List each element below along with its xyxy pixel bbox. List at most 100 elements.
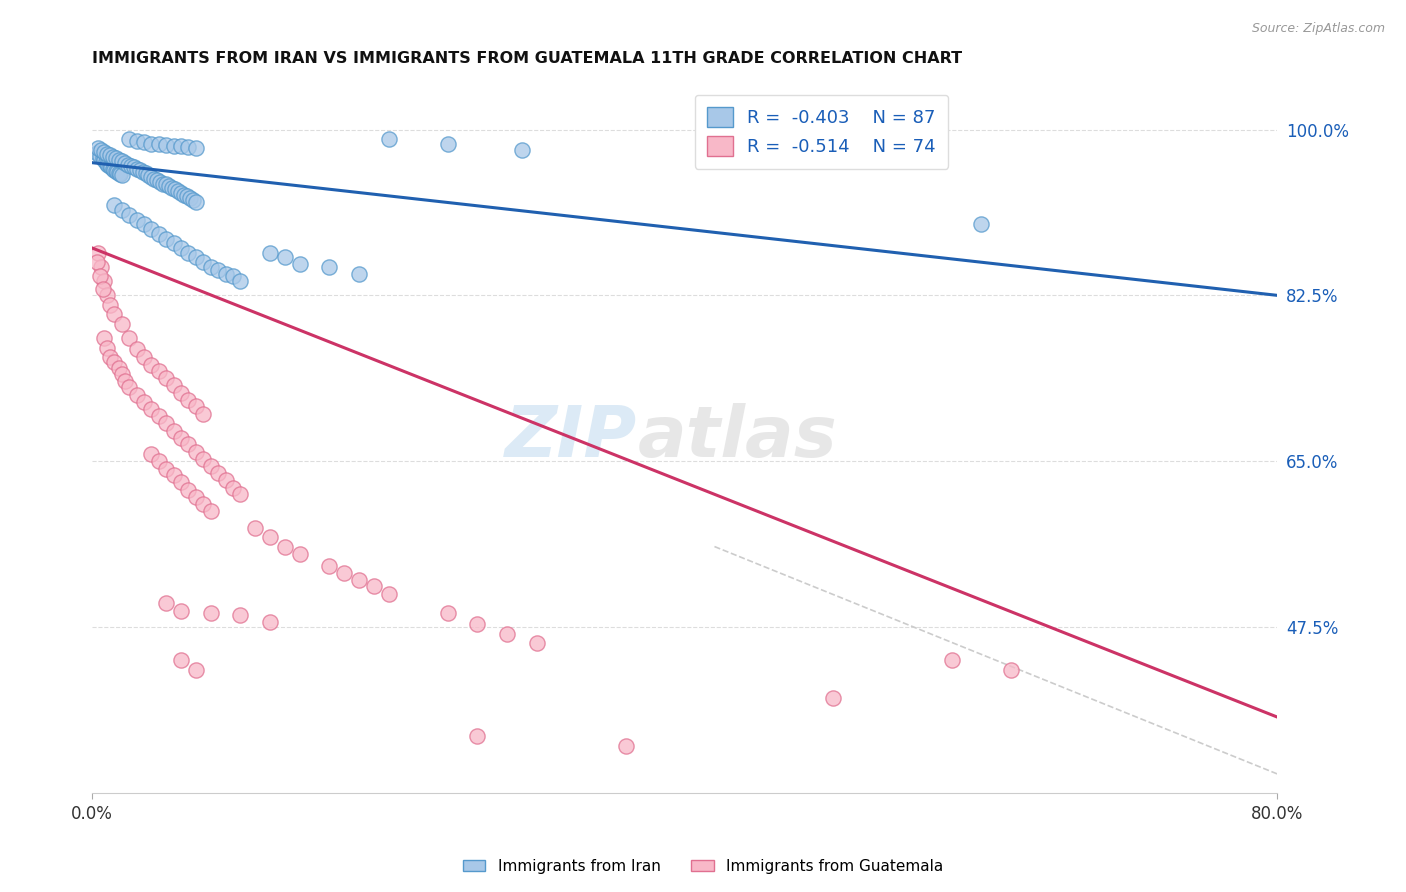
Point: [510, 144, 533, 158]
Point: [103, 307, 125, 321]
Point: [155, 371, 177, 385]
Point: [141, 169, 163, 184]
Point: [148, 227, 170, 241]
Point: [184, 194, 207, 209]
Legend: Immigrants from Iran, Immigrants from Guatemala: Immigrants from Iran, Immigrants from Gu…: [457, 853, 949, 880]
Point: [170, 653, 193, 667]
Point: [170, 386, 193, 401]
Point: [132, 350, 155, 364]
Point: [103, 355, 125, 369]
Point: [377, 132, 399, 146]
Point: [1000, 663, 1022, 677]
Point: [97, 158, 120, 172]
Point: [274, 251, 297, 265]
Point: [821, 691, 844, 706]
Point: [207, 466, 229, 480]
Point: [526, 636, 548, 650]
Point: [193, 407, 215, 421]
Point: [93, 331, 115, 345]
Point: [155, 596, 177, 610]
Point: [170, 431, 193, 445]
Point: [90, 144, 112, 158]
Point: [436, 136, 458, 151]
Point: [274, 540, 297, 554]
Point: [89, 149, 111, 163]
Point: [114, 374, 136, 388]
Point: [125, 162, 148, 177]
Point: [259, 245, 281, 260]
Point: [155, 231, 177, 245]
Point: [98, 350, 121, 364]
Point: [125, 134, 148, 148]
Point: [125, 343, 148, 357]
Point: [141, 222, 163, 236]
Point: [111, 317, 134, 331]
Point: [167, 184, 190, 198]
Point: [98, 298, 121, 312]
Point: [148, 409, 170, 423]
Point: [125, 212, 148, 227]
Text: IMMIGRANTS FROM IRAN VS IMMIGRANTS FROM GUATEMALA 11TH GRADE CORRELATION CHART: IMMIGRANTS FROM IRAN VS IMMIGRANTS FROM …: [93, 51, 962, 66]
Point: [94, 154, 117, 169]
Point: [105, 165, 128, 179]
Point: [152, 177, 174, 191]
Point: [104, 164, 127, 178]
Point: [184, 399, 207, 413]
Point: [128, 163, 150, 178]
Point: [93, 274, 115, 288]
Text: Source: ZipAtlas.com: Source: ZipAtlas.com: [1251, 22, 1385, 36]
Point: [132, 395, 155, 409]
Point: [259, 615, 281, 630]
Point: [108, 361, 131, 376]
Point: [93, 153, 115, 167]
Point: [131, 165, 153, 179]
Point: [184, 444, 207, 458]
Point: [89, 269, 111, 284]
Point: [118, 208, 141, 222]
Point: [970, 217, 993, 231]
Point: [170, 241, 193, 255]
Point: [229, 607, 252, 622]
Point: [436, 606, 458, 620]
Point: [214, 267, 236, 281]
Point: [141, 136, 163, 151]
Point: [132, 217, 155, 231]
Point: [110, 167, 132, 181]
Point: [229, 487, 252, 501]
Point: [118, 380, 141, 394]
Point: [184, 251, 207, 265]
Point: [155, 178, 177, 192]
Point: [96, 341, 118, 355]
Point: [141, 447, 163, 461]
Point: [177, 437, 200, 451]
Point: [377, 587, 399, 601]
Point: [155, 462, 177, 476]
Point: [184, 490, 207, 504]
Point: [93, 145, 115, 160]
Point: [163, 236, 186, 251]
Point: [90, 260, 112, 274]
Point: [243, 520, 266, 534]
Point: [496, 626, 519, 640]
Point: [163, 424, 186, 438]
Point: [193, 497, 215, 511]
Point: [122, 161, 145, 175]
Point: [101, 162, 124, 177]
Point: [143, 171, 166, 186]
Point: [138, 168, 160, 182]
Point: [177, 245, 200, 260]
Text: ZIP: ZIP: [505, 403, 637, 472]
Point: [163, 378, 186, 392]
Point: [318, 558, 340, 573]
Point: [184, 663, 207, 677]
Point: [176, 189, 198, 203]
Point: [134, 166, 156, 180]
Point: [103, 163, 125, 178]
Point: [179, 191, 201, 205]
Point: [103, 198, 125, 212]
Point: [363, 579, 385, 593]
Point: [467, 729, 489, 743]
Point: [170, 475, 193, 489]
Point: [125, 388, 148, 402]
Point: [200, 260, 222, 274]
